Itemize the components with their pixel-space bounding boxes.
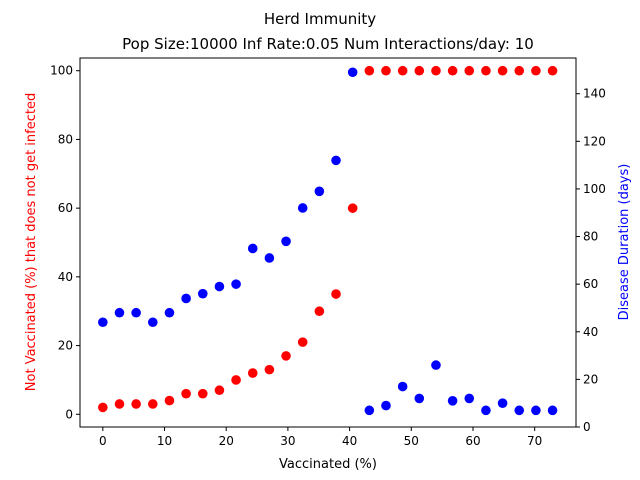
not-infected-point — [114, 399, 125, 409]
duration-point — [98, 317, 108, 328]
right-y-tick-label: 60 — [583, 277, 598, 291]
duration-point — [314, 186, 325, 197]
duration-point — [264, 253, 275, 263]
left-y-tick-label: 100 — [50, 64, 73, 78]
duration-point — [197, 288, 208, 299]
x-tick-label: 70 — [527, 434, 542, 448]
x-tick-label: 20 — [219, 434, 234, 448]
duration-point — [347, 67, 358, 78]
not-infected-point — [247, 368, 258, 378]
left-y-tick-label: 0 — [65, 407, 73, 421]
duration-point — [181, 293, 191, 304]
x-axis-ticks: 0 10 20 30 40 50 60 70 — [99, 427, 542, 448]
right-y-tick-label: 140 — [583, 87, 606, 101]
x-tick-label: 0 — [99, 434, 107, 448]
not-infected-point — [231, 375, 241, 385]
duration-point — [147, 317, 158, 328]
not-infected-point — [397, 65, 408, 76]
x-tick-label: 40 — [342, 434, 357, 448]
not-infected-point — [497, 65, 508, 76]
not-infected-point — [314, 306, 325, 317]
duration-point — [131, 307, 141, 318]
duration-point — [481, 405, 491, 416]
duration-point — [247, 243, 258, 254]
not-infected-point — [197, 388, 208, 399]
right-y-tick-label: 20 — [583, 372, 598, 386]
duration-point — [231, 279, 241, 289]
chart-subtitle: Pop Size:10000 Inf Rate:0.05 Num Interac… — [122, 35, 534, 53]
duration-point — [514, 405, 525, 416]
not-infected-point — [331, 289, 341, 299]
x-axis-label: Vaccinated (%) — [279, 457, 377, 472]
data-points — [98, 65, 558, 416]
duration-point — [414, 393, 425, 404]
x-tick-label: 50 — [404, 434, 419, 448]
left-y-tick-label: 20 — [58, 339, 73, 353]
not-infected-point — [531, 65, 541, 76]
not-infected-point — [297, 337, 308, 347]
x-tick-label: 10 — [157, 434, 172, 448]
not-infected-point — [447, 65, 458, 76]
duration-point — [497, 398, 508, 408]
not-infected-point — [147, 399, 158, 409]
duration-point — [447, 396, 458, 406]
x-tick-label: 30 — [280, 434, 295, 448]
duration-point — [281, 236, 291, 247]
right-y-tick-label: 0 — [583, 420, 591, 434]
not-infected-point — [98, 402, 108, 413]
not-infected-point — [414, 65, 425, 76]
duration-point — [464, 393, 475, 404]
left-y-axis-ticks: 0 20 40 60 80 100 — [50, 64, 80, 421]
duration-point — [381, 400, 391, 411]
plot-area-frame — [79, 57, 577, 428]
duration-point — [164, 307, 175, 318]
not-infected-point — [181, 388, 191, 399]
right-y-axis-ticks: 0 20 40 60 80 100 120 140 — [576, 87, 606, 434]
not-infected-point — [347, 203, 358, 213]
duration-point — [214, 281, 225, 292]
right-y-tick-label: 40 — [583, 325, 598, 339]
not-infected-point — [131, 399, 141, 409]
right-y-tick-label: 100 — [583, 182, 606, 196]
not-infected-point — [464, 65, 475, 76]
duration-point — [331, 155, 341, 166]
not-infected-point — [264, 364, 275, 375]
not-infected-point — [364, 65, 375, 76]
not-infected-point — [381, 65, 391, 76]
duration-point — [114, 307, 125, 318]
right-y-axis-label: Disease Duration (days) — [617, 164, 632, 321]
duration-point — [547, 405, 558, 416]
left-y-axis-label: Not Vaccinated (%) that does not get inf… — [24, 93, 39, 391]
x-tick-label: 60 — [465, 434, 480, 448]
not-infected-point — [514, 65, 525, 76]
not-infected-point — [164, 395, 175, 406]
not-infected-point — [481, 65, 491, 76]
duration-point — [431, 360, 441, 370]
left-y-tick-label: 60 — [58, 201, 73, 215]
duration-point — [531, 405, 541, 416]
chart-title: Herd Immunity — [264, 10, 376, 28]
left-y-tick-label: 40 — [58, 270, 73, 284]
not-infected-point — [547, 65, 558, 76]
right-y-tick-label: 80 — [583, 230, 598, 244]
duration-point — [364, 405, 375, 416]
right-y-tick-label: 120 — [583, 134, 606, 148]
duration-point — [297, 203, 308, 213]
left-y-tick-label: 80 — [58, 132, 73, 146]
not-infected-point — [431, 65, 441, 76]
not-infected-point — [281, 351, 291, 361]
duration-point — [397, 381, 408, 392]
not-infected-point — [214, 385, 225, 396]
